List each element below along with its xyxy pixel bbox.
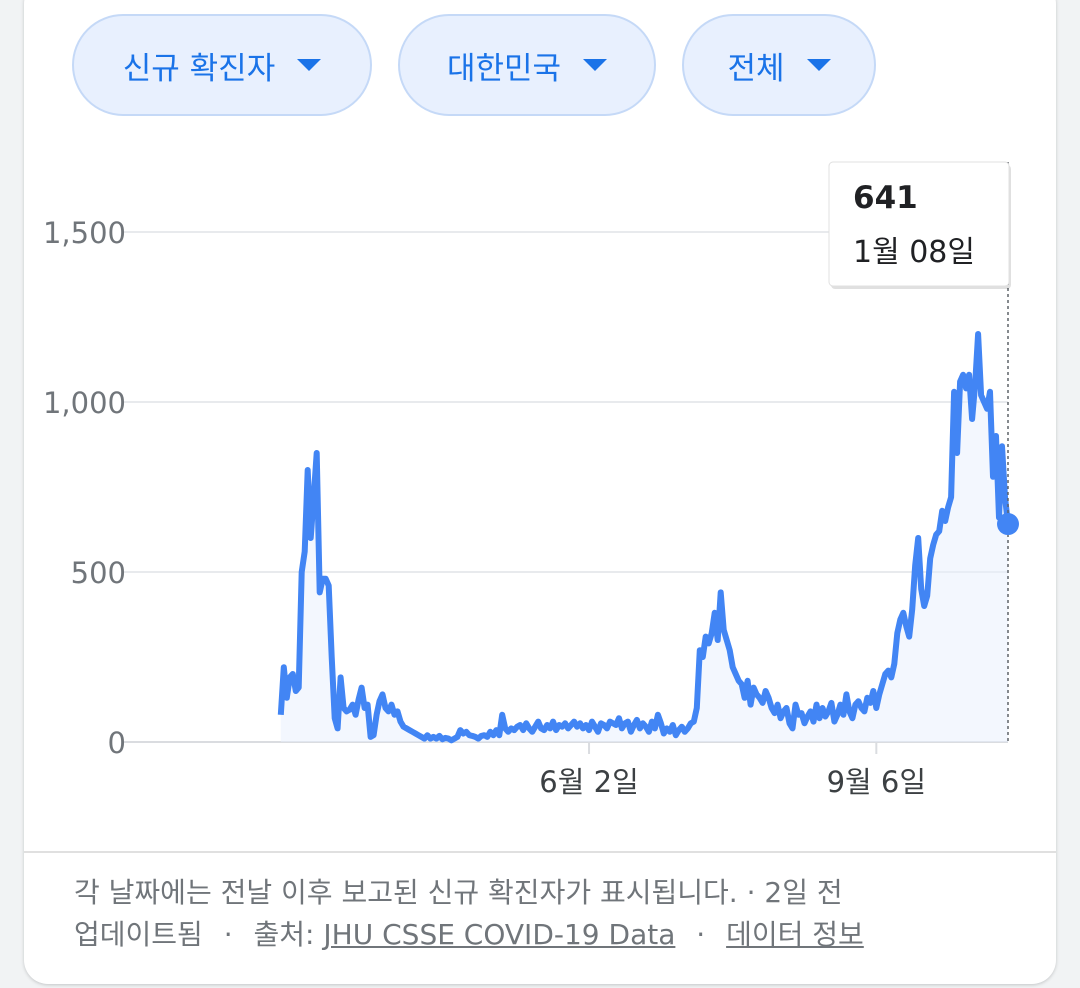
footer-divider (24, 851, 1056, 853)
source-link[interactable]: JHU CSSE COVID-19 Data (323, 918, 676, 951)
dropdown-caret-icon (583, 59, 608, 71)
y-tick-label: 500 (71, 556, 126, 590)
x-tick-label: 6월 2일 (539, 765, 638, 799)
x-tick-label: 9월 6일 (827, 765, 926, 799)
footer-description: 각 날짜에는 전날 이후 보고된 신규 확진자가 표시됩니다. (74, 876, 738, 909)
covid-stats-card: 신규 확진자 대한민국 전체 0 500 1,000 1,500 6월 2일 9월 6일 1… (24, 0, 1056, 984)
data-info-link[interactable]: 데이터 정보 (726, 918, 864, 951)
y-tick-label: 0 (108, 726, 126, 760)
dropdown-caret-icon (297, 59, 322, 71)
tooltip-value: 641 (853, 180, 918, 216)
footer-updated-suffix: 업데이트됨 (74, 918, 203, 951)
dropdown-caret-icon (806, 59, 831, 71)
region-dropdown-label: 대한민국 (446, 50, 562, 87)
series-area (280, 334, 1008, 742)
tooltip-box (828, 161, 1010, 287)
metric-dropdown[interactable]: 신규 확진자 (72, 14, 372, 116)
region-dropdown[interactable]: 대한민국 (398, 14, 656, 116)
separator-dot: · (696, 918, 706, 951)
footer-updated: · 2일 전 (746, 876, 843, 909)
tooltip-date: 1월 08일 (853, 235, 975, 270)
data-point (997, 513, 1019, 536)
separator-dot: · (223, 918, 233, 951)
period-dropdown[interactable]: 전체 (682, 14, 876, 116)
y-tick-label: 1,500 (43, 216, 126, 250)
y-tick-label: 1,000 (43, 386, 126, 420)
series-line (277, 331, 1011, 744)
chart-footer: 각 날짜에는 전날 이후 보고된 신규 확진자가 표시됩니다. · 2일 전 업… (74, 872, 1024, 956)
period-dropdown-label: 전체 (727, 50, 785, 87)
metric-dropdown-label: 신규 확진자 (122, 50, 276, 87)
source-label: 출처: (253, 918, 315, 951)
